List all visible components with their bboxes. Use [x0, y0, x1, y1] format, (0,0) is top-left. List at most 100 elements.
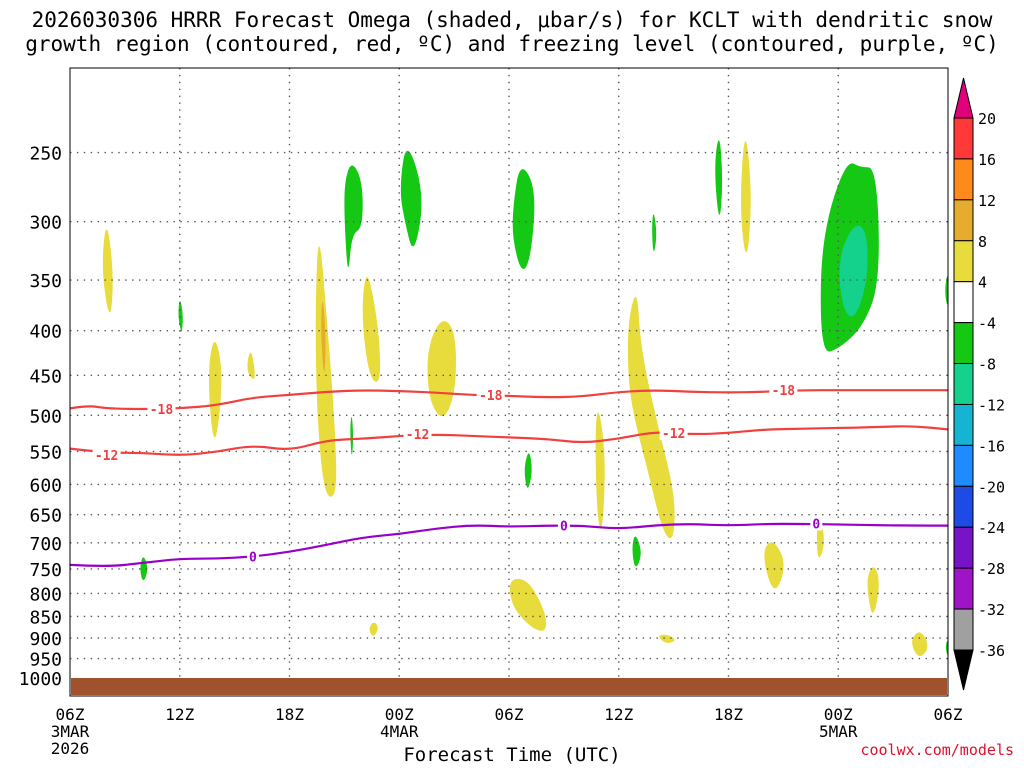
- y-tick-label-650: 650: [29, 506, 62, 527]
- omega-region-14: [524, 453, 532, 488]
- x-year-label-0: 2026: [51, 739, 90, 758]
- omega-region-27: [867, 567, 879, 613]
- x-tick-label-6: 12Z: [165, 705, 194, 724]
- credit-text: coolwx.com/models: [860, 741, 1014, 759]
- chart-title: 2026030306 HRRR Forecast Omega (shaded, …: [0, 8, 1024, 56]
- omega-region-22: [741, 141, 751, 253]
- colorbar-label-11: -28: [978, 560, 1005, 578]
- y-tick-label-550: 550: [29, 442, 62, 463]
- terrain-ground: [71, 678, 947, 695]
- omega-region-28: [912, 632, 928, 657]
- y-tick-label-400: 400: [29, 322, 62, 343]
- contour-label-bg-2: [769, 383, 798, 398]
- colorbar-swatch-11: [953, 567, 974, 610]
- grid-layer: [69, 68, 949, 696]
- contour-label-bg-5: [659, 426, 688, 441]
- omega-region-5: [315, 246, 337, 497]
- contour-freezing-level: [70, 522, 948, 567]
- omega-region-17: [627, 296, 675, 539]
- colorbar-label-5: -4: [978, 315, 996, 333]
- colorbar-swatch-6: [953, 363, 974, 405]
- colorbar-label-4: 4: [978, 274, 987, 292]
- y-tick-label-700: 700: [29, 534, 62, 555]
- colorbar-label-10: -24: [978, 519, 1005, 537]
- colorbar-label-6: -8: [978, 356, 996, 374]
- y-tick-label-500: 500: [29, 406, 62, 427]
- y-tick-label-450: 450: [29, 366, 62, 387]
- colorbar-label-2: 12: [978, 192, 996, 210]
- y-tick-label-250: 250: [29, 144, 62, 165]
- y-axis: 2503003504004505005506006507007508008509…: [19, 144, 62, 690]
- y-tick-label-850: 850: [29, 607, 62, 628]
- contour-label-4: -12: [406, 428, 429, 443]
- colorbar-label-0: 20: [978, 110, 996, 128]
- x-tick-label-24: 06Z: [495, 705, 524, 724]
- colorbar: 20 16 12 8 4 -4 -8 -12 -16 -20 -24 -28 -32 -36: [953, 77, 1005, 691]
- x-tick-label-36: 18Z: [714, 705, 743, 724]
- colorbar-label-12: -32: [978, 601, 1005, 619]
- omega-region-6: [321, 301, 326, 372]
- colorbar-swatch-12: [953, 608, 974, 651]
- contour-dgz-minus12: [70, 425, 948, 456]
- contour-label-8: 0: [812, 517, 820, 532]
- omega-region-9: [362, 277, 381, 382]
- contour-label-0: -18: [150, 403, 174, 418]
- chart-title-line2: growth region (contoured, red, ºC) and f…: [25, 32, 999, 56]
- omega-region-1: [178, 301, 183, 331]
- chart-title-line1: 2026030306 HRRR Forecast Omega (shaded, …: [31, 8, 993, 32]
- contour-label-bg-8: [810, 516, 823, 531]
- y-tick-label-950: 950: [29, 650, 62, 671]
- colorbar-swatch-4: [953, 281, 974, 324]
- omega-regions-layer: [102, 140, 948, 657]
- y-tick-label-600: 600: [29, 475, 62, 496]
- colorbar-swatch-3: [953, 240, 974, 283]
- x-tick-label-48: 06Z: [934, 705, 963, 724]
- omega-region-19: [652, 214, 657, 252]
- colorbar-swatch-7: [953, 403, 974, 446]
- contour-label-5: -12: [662, 427, 685, 442]
- x-date-label-0: 3MAR: [51, 722, 90, 741]
- y-tick-label-350: 350: [29, 271, 62, 292]
- x-tick-label-0: 06Z: [56, 705, 85, 724]
- contour-label-bg-7: [557, 518, 570, 533]
- contour-label-bg-1: [476, 388, 505, 403]
- x-date-label-18: 4MAR: [380, 722, 419, 741]
- plot-frame: [69, 67, 949, 697]
- x-tick-label-42: 00Z: [824, 705, 853, 724]
- colorbar-label-13: -36: [978, 642, 1005, 660]
- omega-region-15: [509, 578, 547, 631]
- colorbar-label-9: -20: [978, 478, 1005, 496]
- y-tick-label-750: 750: [29, 560, 62, 581]
- colorbar-label-8: -16: [978, 437, 1005, 455]
- omega-region-3: [247, 352, 255, 379]
- terrain-layer: [71, 678, 947, 695]
- contour-label-bg-3: [92, 447, 121, 462]
- colorbar-label-3: 8: [978, 233, 987, 251]
- colorbar-swatch-5: [953, 322, 974, 365]
- colorbar-swatch-0: [953, 117, 974, 160]
- colorbar-bottom-arrow: [953, 649, 974, 691]
- omega-region-30: [945, 641, 948, 655]
- contour-label-bg-0: [147, 402, 176, 417]
- contour-label-1: -18: [479, 389, 503, 404]
- y-tick-label-900: 900: [29, 629, 62, 650]
- colorbar-top-arrow: [953, 77, 974, 119]
- contour-label-3: -12: [95, 449, 118, 464]
- omega-region-11: [369, 622, 378, 636]
- y-tick-label-1000: 1000: [19, 669, 62, 690]
- omega-region-23: [764, 542, 784, 589]
- omega-region-0: [102, 229, 113, 313]
- omega-region-2: [209, 341, 222, 438]
- contour-label-bg-4: [403, 426, 432, 441]
- x-date-label-42: 5MAR: [819, 722, 858, 741]
- omega-region-26: [839, 225, 868, 317]
- omega-region-13: [512, 169, 535, 269]
- omega-region-8: [350, 416, 354, 455]
- omega-region-21: [715, 140, 723, 215]
- contour-label-7: 0: [560, 520, 568, 535]
- contour-label-6: 0: [249, 551, 257, 566]
- omega-region-10: [400, 150, 422, 247]
- colorbar-label-1: 16: [978, 151, 996, 169]
